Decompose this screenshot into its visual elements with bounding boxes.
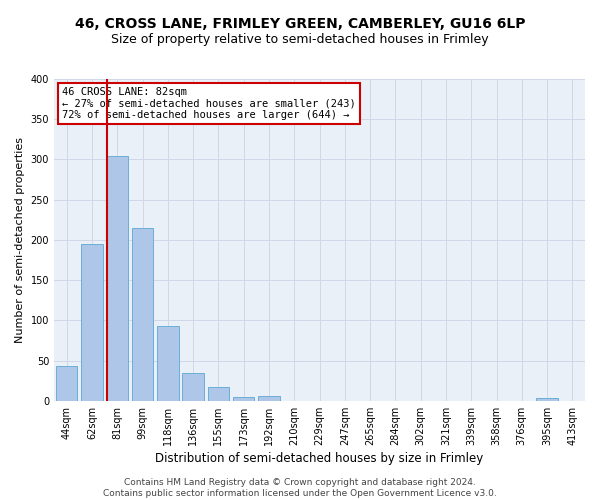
Bar xyxy=(107,156,128,401)
Bar xyxy=(81,244,103,401)
Bar xyxy=(208,387,229,401)
Bar xyxy=(182,372,204,401)
Text: 46 CROSS LANE: 82sqm
← 27% of semi-detached houses are smaller (243)
72% of semi: 46 CROSS LANE: 82sqm ← 27% of semi-detac… xyxy=(62,87,356,120)
Y-axis label: Number of semi-detached properties: Number of semi-detached properties xyxy=(15,137,25,343)
Text: Size of property relative to semi-detached houses in Frimley: Size of property relative to semi-detach… xyxy=(111,32,489,46)
Bar xyxy=(132,228,153,401)
Bar xyxy=(157,326,179,401)
Bar xyxy=(56,366,77,401)
Bar xyxy=(233,397,254,401)
Text: Contains HM Land Registry data © Crown copyright and database right 2024.
Contai: Contains HM Land Registry data © Crown c… xyxy=(103,478,497,498)
Bar xyxy=(536,398,558,401)
Bar xyxy=(258,396,280,401)
X-axis label: Distribution of semi-detached houses by size in Frimley: Distribution of semi-detached houses by … xyxy=(155,452,484,465)
Text: 46, CROSS LANE, FRIMLEY GREEN, CAMBERLEY, GU16 6LP: 46, CROSS LANE, FRIMLEY GREEN, CAMBERLEY… xyxy=(75,18,525,32)
